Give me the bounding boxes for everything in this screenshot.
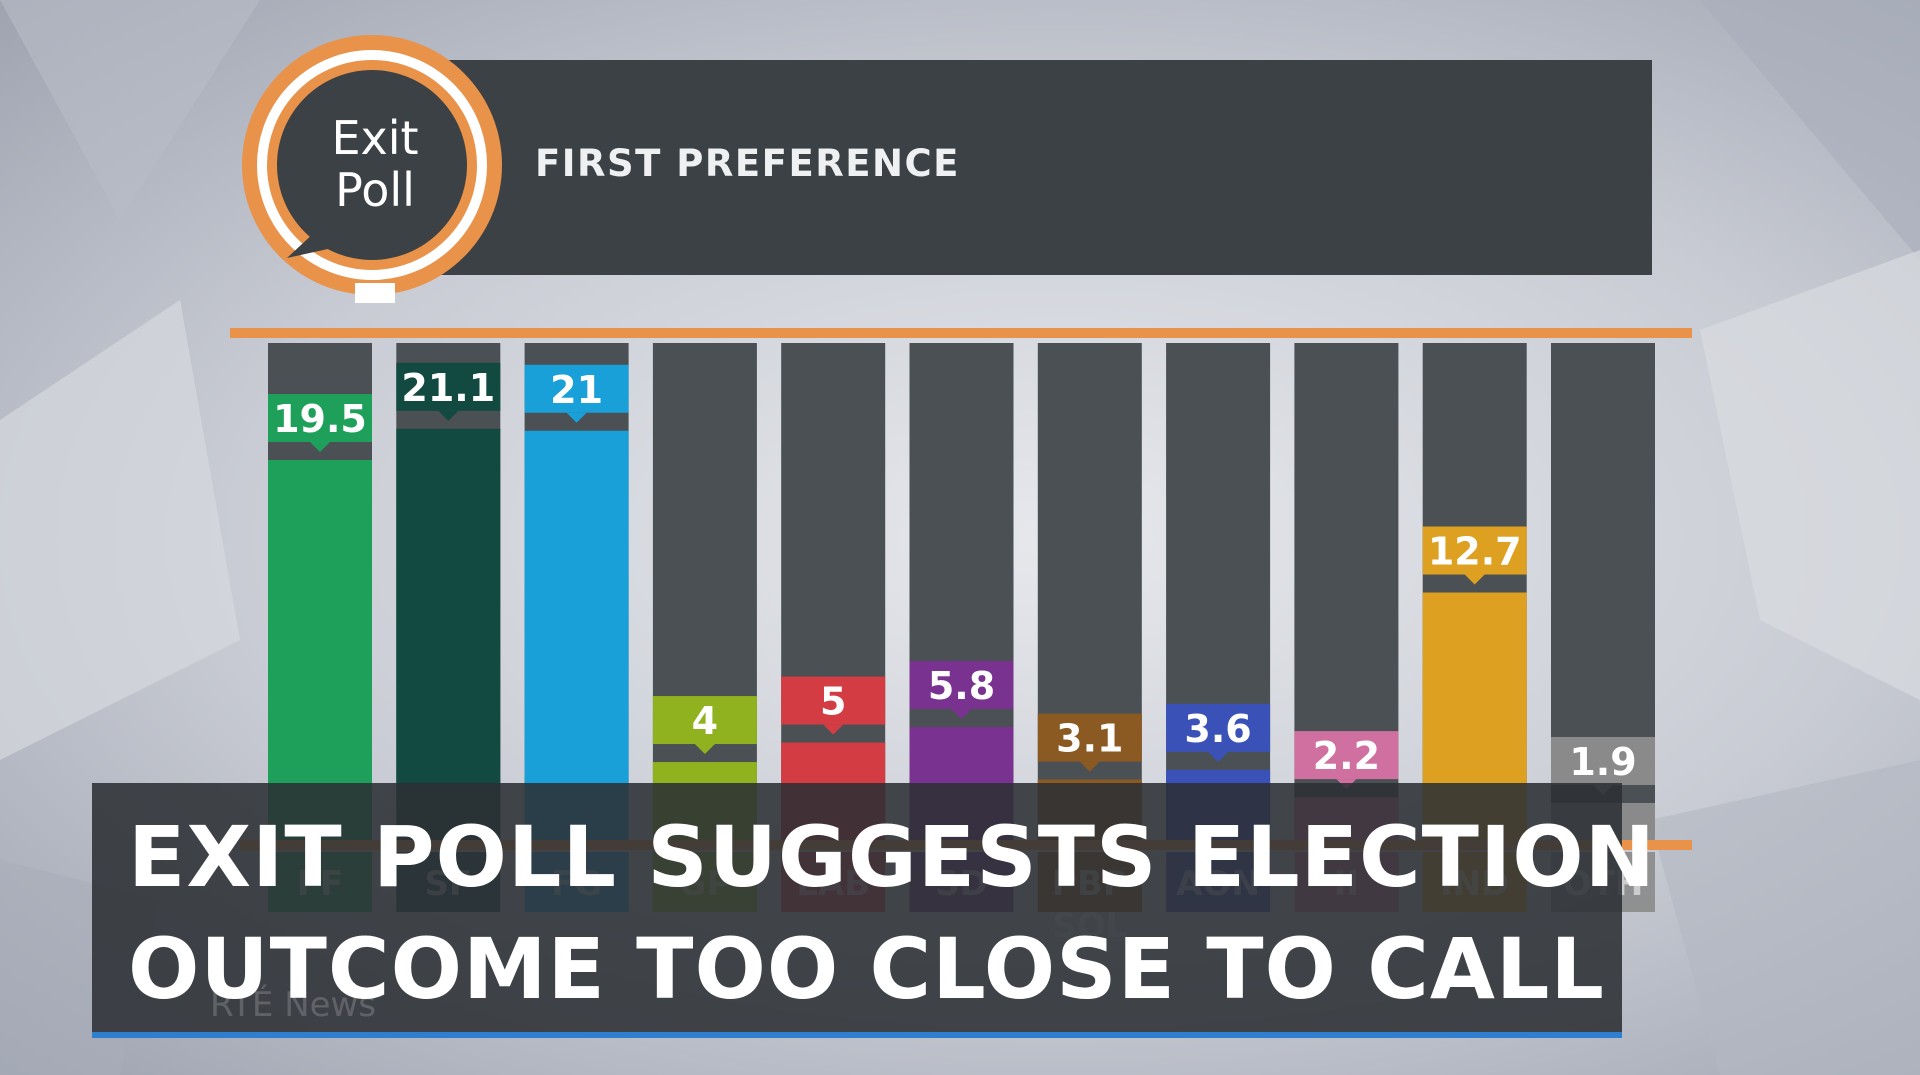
bar bbox=[396, 428, 501, 840]
value-label-box bbox=[396, 362, 501, 411]
value-label-pointer bbox=[438, 410, 459, 421]
value-label: 1.9 bbox=[1569, 740, 1636, 784]
logo-text-poll: Poll bbox=[335, 163, 415, 217]
column-background bbox=[652, 343, 757, 840]
value-label-box bbox=[1422, 526, 1527, 575]
bar bbox=[524, 430, 629, 840]
bar bbox=[268, 460, 372, 840]
value-label-box bbox=[909, 660, 1014, 709]
chart-top-rule bbox=[230, 328, 1692, 338]
value-label: 21 bbox=[550, 368, 603, 412]
value-label-pointer bbox=[1464, 574, 1485, 585]
headline-line-2: OUTCOME TOO CLOSE TO CALL bbox=[128, 920, 1605, 1018]
value-label-pointer bbox=[1079, 761, 1100, 772]
chart-title: FIRST PREFERENCE bbox=[535, 142, 960, 185]
value-label: 5 bbox=[820, 680, 846, 724]
value-label-box bbox=[268, 394, 372, 442]
value-label: 12.7 bbox=[1428, 530, 1522, 574]
rte-news-watermark: RTÉ News bbox=[210, 985, 377, 1025]
value-label-pointer bbox=[1208, 751, 1229, 762]
value-label-box bbox=[524, 364, 629, 413]
column-background bbox=[1166, 343, 1271, 840]
value-label-box bbox=[1166, 703, 1271, 752]
value-label-pointer bbox=[951, 708, 972, 719]
value-label: 5.8 bbox=[928, 664, 995, 708]
value-label: 3.6 bbox=[1184, 707, 1251, 751]
value-label-box bbox=[1037, 713, 1142, 762]
value-label-pointer bbox=[823, 724, 844, 735]
value-label-box bbox=[652, 696, 757, 745]
chart-header-panel bbox=[440, 60, 1652, 275]
value-label: 4 bbox=[692, 699, 718, 743]
value-label-box bbox=[1551, 736, 1655, 785]
value-label-pointer bbox=[310, 442, 330, 452]
headline-banner bbox=[92, 783, 1622, 1038]
value-label: 3.1 bbox=[1056, 717, 1123, 761]
value-label: 2.2 bbox=[1313, 734, 1380, 778]
value-label: 21.1 bbox=[401, 366, 495, 410]
logo-text: Exit Poll bbox=[300, 112, 450, 216]
value-label-box bbox=[1294, 731, 1399, 780]
exit-poll-logo bbox=[242, 35, 502, 303]
headline-line-1: EXIT POLL SUGGESTS ELECTION bbox=[128, 808, 1656, 906]
logo-text-exit: Exit bbox=[331, 111, 419, 165]
value-label: 19.5 bbox=[273, 397, 367, 441]
value-label-pointer bbox=[566, 412, 587, 423]
value-label-pointer bbox=[694, 744, 715, 755]
value-label-box bbox=[781, 676, 886, 725]
